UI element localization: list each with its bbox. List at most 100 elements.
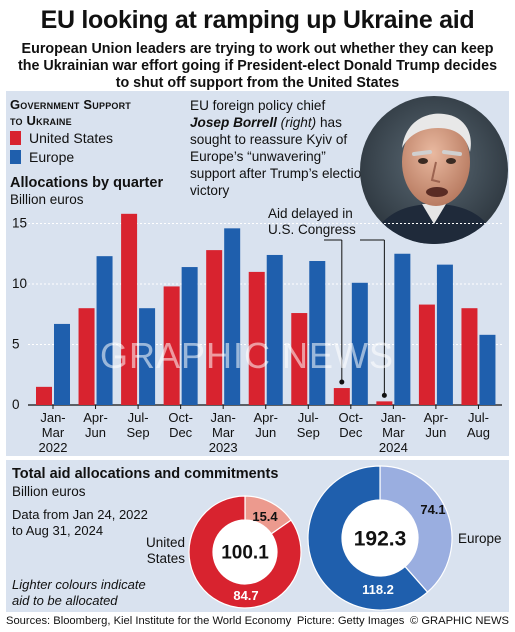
page-title: EU looking at ramping up Ukraine aid (40, 6, 475, 34)
bar (36, 386, 52, 405)
annotation-text: U.S. Congress (268, 222, 356, 237)
donut-value-label: 74.1 (420, 502, 445, 517)
donut-total: 192.3 (354, 527, 407, 550)
quote-line1: EU foreign policy chief (190, 98, 326, 113)
date-range: Data from Jan 24, 2022 to Aug 31, 2024 (12, 507, 192, 539)
bar (309, 261, 326, 405)
legend-item-europe: Europe (10, 149, 74, 165)
bar (78, 308, 95, 405)
footer-credit: © GRAPHIC NEWS (409, 615, 509, 627)
bar (436, 264, 453, 405)
x-tick-label: Sep (297, 425, 320, 440)
legend-swatch-europe (10, 150, 21, 164)
x-tick-label: Mar (42, 425, 65, 440)
footer-picture: Picture: Getty Images (296, 615, 405, 627)
y-tick-label: 10 (12, 276, 27, 291)
footer-sources: Sources: Bloomberg, Kiel Institute for t… (6, 615, 292, 627)
legend-title-line2: to Ukraine (10, 113, 72, 128)
bar (479, 334, 496, 405)
totals-title: Total aid allocations and commitments (12, 466, 279, 482)
donut-value-label: 84.7 (233, 588, 258, 603)
date-range-line1: Data from Jan 24, 2022 (12, 507, 148, 522)
quote-rest: has sought to reassure Kyiv of Europe’s … (190, 115, 369, 198)
annotation-dot (339, 379, 345, 385)
bar (206, 250, 223, 405)
x-tick-label: Jun (85, 425, 106, 440)
legend-swatch-us (10, 131, 21, 145)
x-tick-label: Jul- (468, 410, 489, 425)
bar (181, 267, 198, 405)
legend-title-line1: Government Support (10, 97, 131, 112)
bar (96, 256, 113, 405)
donut-hole (213, 520, 277, 584)
bar (461, 308, 478, 405)
x-tick-label: Oct- (339, 410, 364, 425)
bar (333, 388, 350, 405)
quote-name: Josep Borrell (190, 115, 277, 130)
x-tick-label: 2024 (379, 440, 408, 455)
x-tick-label: Jan- (381, 410, 406, 425)
allocations-unit: Billion euros (10, 192, 84, 207)
x-tick-label: Jun (255, 425, 276, 440)
legend-title: Government Support to Ukraine (10, 97, 131, 129)
bar (351, 282, 368, 405)
bar (248, 271, 265, 405)
totals-unit: Billion euros (12, 484, 86, 499)
us-label-line1: United (145, 535, 185, 550)
x-tick-label: Apr- (83, 410, 108, 425)
bar (163, 286, 180, 405)
bar (376, 401, 393, 405)
y-tick-label: 0 (12, 397, 20, 412)
borrell-quote: EU foreign policy chief Josep Borrell (r… (190, 97, 370, 199)
donut-total: 100.1 (221, 543, 269, 564)
donut-value-label: 118.2 (362, 582, 394, 597)
lighter-colours-note: Lighter colours indicate aid to be alloc… (12, 577, 182, 609)
x-tick-label: Sep (127, 425, 150, 440)
bar (394, 253, 411, 405)
x-tick-label: 2022 (39, 440, 68, 455)
bar (121, 213, 138, 405)
bar (224, 228, 241, 405)
annotation-text: Aid delayed in (268, 206, 353, 221)
legend-label-us: United States (29, 130, 114, 146)
x-tick-label: Oct- (168, 410, 193, 425)
footer: Sources: Bloomberg, Kiel Institute for t… (6, 615, 509, 627)
x-tick-label: Mar (382, 425, 405, 440)
legend-item-us: United States (10, 130, 113, 146)
y-tick-label: 15 (12, 216, 27, 231)
bar (291, 313, 308, 405)
note-line2: aid to be allocated (12, 593, 118, 608)
bar (139, 308, 156, 405)
x-tick-label: Jan- (40, 410, 65, 425)
x-tick-label: Mar (212, 425, 235, 440)
allocations-bar-chart: 051015Jan-Mar2022Apr-JunJul-SepOct-DecJa… (12, 206, 502, 455)
donut-value-label: 15.4 (252, 509, 278, 524)
page-subtitle: European Union leaders are trying to wor… (17, 41, 498, 91)
us-donut-label: United States (140, 535, 185, 567)
x-tick-label: Jan- (211, 410, 236, 425)
donut-hole (342, 500, 418, 576)
x-tick-label: Jul- (298, 410, 319, 425)
x-tick-label: Apr- (424, 410, 449, 425)
annotation-dot (381, 392, 387, 398)
eu-donut-label: Europe (458, 531, 502, 546)
bar (266, 254, 283, 405)
allocations-title: Allocations by quarter (10, 175, 164, 191)
date-range-line2: to Aug 31, 2024 (12, 523, 104, 538)
us-label-line2: States (146, 551, 185, 566)
x-tick-label: Jun (425, 425, 446, 440)
note-line1: Lighter colours indicate (12, 577, 146, 592)
x-tick-label: Apr- (253, 410, 278, 425)
x-tick-label: Dec (169, 425, 193, 440)
quote-name-suffix: (right) (280, 115, 317, 130)
bar (418, 304, 435, 405)
x-tick-label: Dec (339, 425, 363, 440)
y-tick-label: 5 (12, 337, 20, 352)
bar (54, 323, 70, 405)
borrell-photo (360, 96, 508, 244)
legend-label-europe: Europe (29, 149, 75, 165)
x-tick-label: 2023 (209, 440, 238, 455)
x-tick-label: Jul- (128, 410, 149, 425)
x-tick-label: Aug (467, 425, 490, 440)
